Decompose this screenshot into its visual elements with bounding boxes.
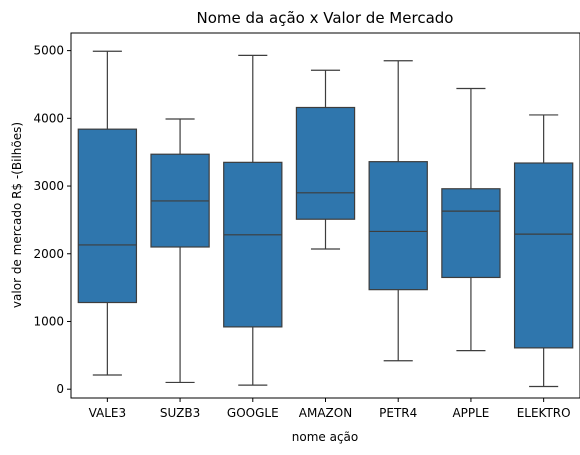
- y-tick-label: 4000: [33, 111, 64, 125]
- plot-area: [77, 50, 574, 388]
- y-tick-label: 1000: [33, 314, 64, 328]
- x-tick-label-amazon: AMAZON: [299, 406, 352, 420]
- x-tick-label-petr4: PETR4: [379, 406, 417, 420]
- box-petr4: [368, 60, 428, 362]
- box-amazon: [295, 69, 356, 250]
- iqr-box-apple: [441, 188, 501, 279]
- x-tick-label-elektro: ELEKTRO: [517, 406, 571, 420]
- y-tick-label: 0: [56, 382, 64, 396]
- y-axis-label: valor de mercado R$ -(Bilhões): [10, 122, 24, 308]
- box-vale3: [77, 50, 138, 376]
- x-tick-label-vale3: VALE3: [89, 406, 127, 420]
- box-google: [223, 54, 283, 386]
- chart-title: Nome da ação x Valor de Mercado: [197, 9, 454, 27]
- x-axis-label: nome ação: [292, 430, 358, 444]
- plot-frame: [70, 32, 580, 399]
- iqr-box-vale3: [77, 128, 138, 304]
- x-tick-label-suzb3: SUZB3: [160, 406, 200, 420]
- iqr-box-amazon: [295, 106, 356, 220]
- box-apple: [441, 87, 501, 352]
- box-elektro: [513, 114, 574, 388]
- y-tick-label: 3000: [33, 179, 64, 193]
- x-axis: VALE3 SUZB3 GOOGLE AMAZON PETR4 APPLE ELEKTRO: [89, 398, 571, 420]
- y-tick-label: 2000: [33, 247, 64, 261]
- box-suzb3: [150, 118, 210, 384]
- y-tick-label: 5000: [33, 44, 64, 58]
- x-tick-label-apple: APPLE: [452, 406, 489, 420]
- iqr-box-petr4: [368, 161, 428, 291]
- iqr-box-google: [223, 161, 283, 328]
- y-axis: 0 1000 2000 3000 4000 5000: [33, 44, 71, 396]
- iqr-box-elektro: [513, 162, 574, 349]
- x-tick-label-google: GOOGLE: [227, 406, 279, 420]
